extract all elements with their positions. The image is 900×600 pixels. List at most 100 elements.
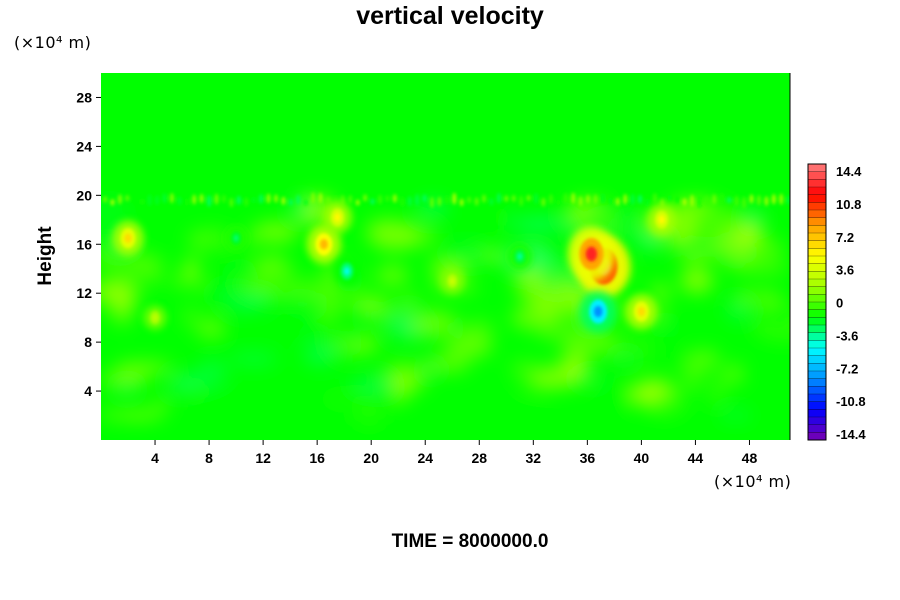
field-feature <box>112 220 144 256</box>
texture-blob <box>407 310 457 338</box>
colorbar-cell <box>808 302 826 310</box>
colorbar-label: 14.4 <box>836 164 862 179</box>
texture-ripple <box>504 195 509 202</box>
colorbar-cell <box>808 271 826 280</box>
colorbar-cell <box>808 187 826 195</box>
colorbar-cell <box>808 256 826 264</box>
texture-blob <box>228 350 279 368</box>
colorbar-cell <box>808 394 826 402</box>
texture-blob <box>645 392 687 418</box>
texture-ripple <box>288 199 293 206</box>
texture-blob <box>233 279 270 290</box>
feature-core <box>637 306 645 317</box>
texture-blob <box>758 301 790 332</box>
field-feature <box>322 201 352 234</box>
texture-ripple <box>325 196 331 203</box>
texture-ripple <box>102 196 108 203</box>
texture-blob <box>145 277 183 290</box>
colorbar-cell <box>808 401 826 410</box>
texture-blob <box>116 284 133 318</box>
texture-blob <box>510 361 537 377</box>
texture-ripple <box>169 193 175 204</box>
texture-ripple <box>727 197 732 204</box>
texture-blob <box>735 227 764 243</box>
colorbar-cell <box>808 164 826 172</box>
colorbar-cell <box>808 179 826 188</box>
field-feature <box>143 305 167 330</box>
texture-ripple <box>526 194 531 202</box>
colorbar-cell <box>808 325 826 333</box>
texture-ripple <box>571 192 576 204</box>
y-tick-label: 24 <box>76 138 92 154</box>
colorbar-cell <box>808 217 826 226</box>
texture-ripple <box>303 199 308 206</box>
texture-blob <box>196 387 241 411</box>
texture-ripple <box>466 196 472 204</box>
texture-blob <box>323 337 368 351</box>
texture-ripple <box>273 194 279 203</box>
texture-blob <box>181 304 198 328</box>
texture-blob <box>113 360 173 375</box>
field-feature <box>333 255 361 287</box>
y-tick-label: 16 <box>76 236 92 252</box>
texture-blob <box>493 203 511 232</box>
texture-ripple <box>481 194 487 203</box>
texture-blob <box>743 239 785 259</box>
colorbar-cell <box>808 378 826 387</box>
texture-ripple <box>154 195 160 206</box>
x-tick-label: 48 <box>742 450 758 466</box>
texture-blob <box>718 410 753 421</box>
texture-ripple <box>117 194 123 205</box>
texture-ripple <box>221 194 227 203</box>
texture-ripple <box>377 194 383 205</box>
colorbar-label: 10.8 <box>836 197 861 212</box>
colorbar-cell <box>808 424 826 433</box>
texture-ripple <box>548 194 554 204</box>
chart-title: vertical velocity <box>356 2 544 30</box>
texture-blob <box>690 221 723 255</box>
texture-ripple <box>556 199 561 206</box>
y-tick-label: 28 <box>76 89 92 105</box>
texture-blob <box>290 199 312 218</box>
texture-ripple <box>511 195 516 202</box>
texture-blob <box>735 288 760 305</box>
texture-ripple <box>645 198 650 207</box>
texture-ripple <box>615 197 620 206</box>
texture-ripple <box>496 193 502 204</box>
feature-core <box>585 246 598 262</box>
feature-core <box>658 215 665 225</box>
colorbar-cell <box>808 240 826 249</box>
feature-core <box>343 267 350 276</box>
colorbar-cell <box>808 279 826 287</box>
texture-ripple <box>578 196 583 207</box>
feature-core <box>334 213 341 222</box>
texture-ripple <box>608 197 613 205</box>
colorbar-cell <box>808 233 826 241</box>
texture-blob <box>195 317 225 339</box>
colorbar-frame <box>807 163 827 441</box>
colorbar-label: 0 <box>836 296 843 311</box>
texture-ripple <box>563 193 568 204</box>
colorbar: 14.4 10.8 7.2 3.6 0 -3.6 -7.2 -10.8 -14.4 <box>807 163 866 442</box>
texture-ripple <box>637 194 643 204</box>
field-feature <box>224 225 248 251</box>
texture-ripple <box>385 195 390 202</box>
texture-ripple <box>296 194 301 205</box>
field-feature <box>567 226 616 282</box>
texture-ripple <box>474 197 479 206</box>
colorbar-cell <box>808 294 826 303</box>
texture-ripple <box>258 194 264 204</box>
texture-blob <box>512 216 568 232</box>
texture-ripple <box>652 193 658 203</box>
texture-ripple <box>400 196 405 207</box>
texture-ripple <box>764 196 769 207</box>
colorbar-cell <box>808 248 826 257</box>
colorbar-label: 7.2 <box>836 230 854 245</box>
y-axis-unit: (×10⁴ m) <box>14 33 92 52</box>
x-axis: 4 8 12 16 20 24 28 32 36 40 44 48 <box>151 440 757 466</box>
texture-blob <box>744 208 765 226</box>
texture-blob <box>531 365 587 389</box>
x-tick-label: 8 <box>205 450 213 466</box>
texture-ripple <box>489 198 494 206</box>
